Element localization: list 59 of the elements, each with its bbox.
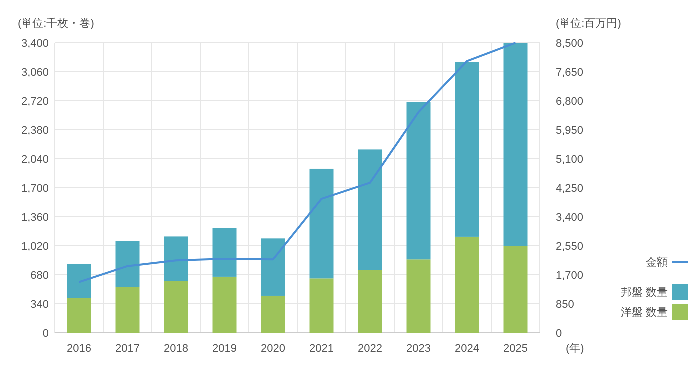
bar [67,298,92,333]
bar [504,246,528,333]
x-tick-label: 2018 [164,343,188,355]
y2-tick-label: 7,650 [556,67,584,79]
legend-label: 金額 [646,256,668,269]
x-axis-title: (年) [566,343,584,355]
bar [261,296,286,333]
bar [504,43,528,246]
y-tick-label: 2,720 [21,96,49,108]
bar [358,270,382,333]
x-tick-label: 2023 [406,343,431,355]
y2-tick-label: 8,500 [556,38,584,50]
x-tick-label: 2019 [212,343,237,355]
bar [116,241,140,288]
bar [116,287,140,333]
legend-label: 洋盤 数量 [620,307,668,319]
y-tick-label: 3,400 [21,38,49,50]
y-tick-label: 1,020 [21,241,49,253]
x-tick-label: 2022 [358,343,382,355]
x-tick-label: 2017 [116,343,140,355]
y2-tick-label: 1,700 [556,270,584,282]
y2-tick-label: 3,400 [556,212,584,224]
y-axis-title: (単位:千枚・巻) [18,17,94,30]
bar [164,281,188,333]
bar [310,278,334,333]
bar [261,238,286,296]
y2-tick-label: 2,550 [556,241,584,253]
bar [358,150,382,270]
y2-tick-label: 4,250 [556,183,584,195]
bar [310,168,334,279]
y-tick-label: 680 [30,270,49,282]
y2-tick-label: 0 [556,328,562,340]
y2-tick-label: 6,800 [556,96,584,108]
bar [212,228,237,277]
x-tick-label: 2021 [310,343,334,355]
y-tick-label: 340 [30,299,49,311]
bar [164,236,188,282]
bar [406,260,431,333]
y-tick-label: 2,040 [21,154,49,166]
y-tick-label: 1,360 [21,212,49,224]
bar [406,102,431,260]
y2-axis-title: (単位:百万円) [556,18,622,30]
line-series [78,42,517,284]
x-tick-label: 2024 [455,343,480,355]
y-tick-label: 3,060 [21,67,49,79]
y2-tick-label: 850 [556,299,574,311]
y-tick-label: 1,700 [21,183,49,195]
x-tick-label: 2020 [261,343,286,355]
bar [455,236,480,333]
y2-tick-label: 5,100 [556,154,584,166]
legend-label: 邦盤 数量 [620,286,668,299]
y-tick-label: 0 [42,328,49,340]
bar [212,276,237,333]
bar [455,62,480,237]
y-tick-label: 2,380 [21,125,49,137]
x-tick-label: 2025 [504,343,528,355]
y2-tick-label: 5,950 [556,125,584,137]
bar [67,264,92,298]
x-tick-label: 2016 [67,343,92,355]
